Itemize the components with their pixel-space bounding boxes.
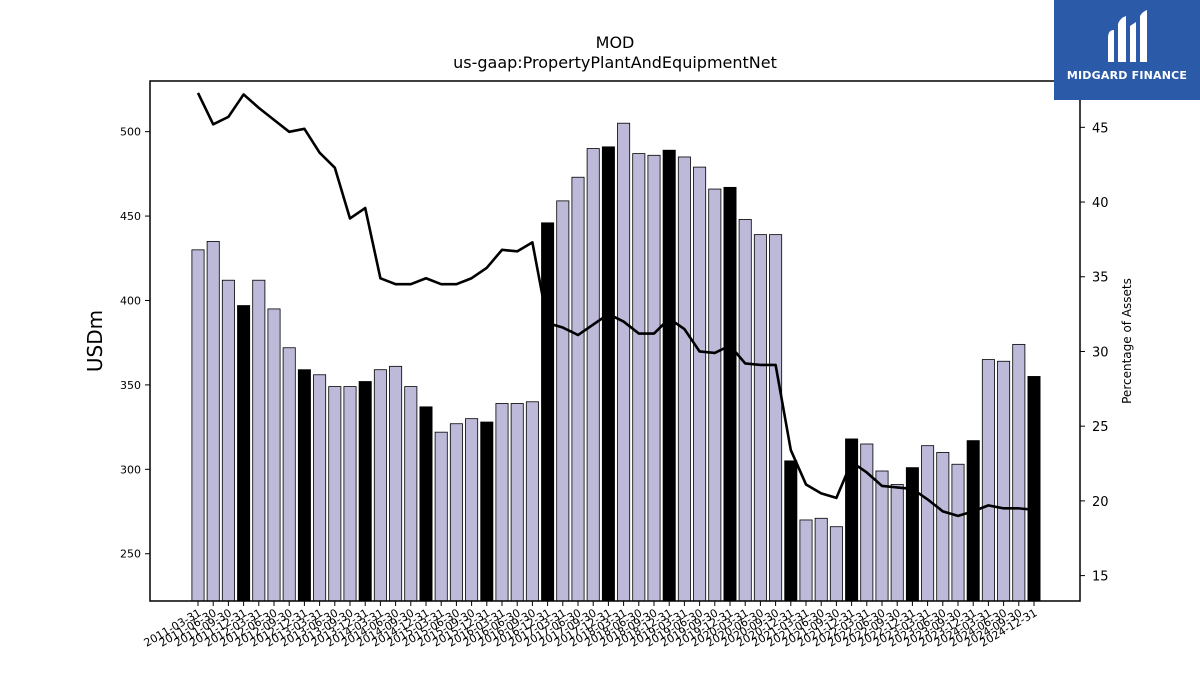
bar <box>769 234 783 602</box>
bar <box>297 369 311 602</box>
bar <box>981 359 995 602</box>
bar <box>601 146 615 602</box>
chart-subtitle: us-gaap:PropertyPlantAndEquipmentNet <box>453 53 777 72</box>
bar <box>328 386 342 602</box>
y2-tick-label: 45 <box>1092 121 1109 136</box>
y2-tick-label: 25 <box>1092 420 1109 435</box>
bar <box>799 519 813 602</box>
bar <box>875 470 889 602</box>
bar <box>541 222 555 602</box>
bar <box>617 122 631 602</box>
brand-logo: MIDGARD FINANCE <box>1054 0 1200 100</box>
bar <box>784 460 798 602</box>
bar <box>449 423 463 602</box>
bar <box>313 374 327 602</box>
bar <box>860 443 874 602</box>
y2-tick-label: 20 <box>1092 495 1109 510</box>
y2-axis-label: Percentage of Assets <box>1120 278 1134 404</box>
y2-tick-label: 15 <box>1092 570 1109 585</box>
bar <box>206 240 220 602</box>
bar <box>237 305 251 602</box>
bar <box>890 484 904 602</box>
bar <box>966 440 980 602</box>
bar <box>191 249 205 602</box>
bar <box>373 369 387 602</box>
bar <box>404 386 418 602</box>
bar <box>829 526 843 602</box>
y-tick-label: 400 <box>120 294 141 307</box>
bar <box>936 452 950 602</box>
bar <box>465 418 479 602</box>
bar <box>632 153 646 602</box>
y-tick-label: 300 <box>120 463 141 476</box>
bar <box>647 154 661 602</box>
bar <box>389 365 403 602</box>
right-axis: 15 20 25 30 35 40 45 <box>1080 121 1109 585</box>
y-axis-label: USDm <box>83 310 107 372</box>
plot-frame <box>149 80 1081 602</box>
bar <box>1027 376 1041 602</box>
bar <box>525 401 539 602</box>
bar <box>708 188 722 602</box>
bars-layer <box>191 122 1041 602</box>
bar <box>753 234 767 602</box>
bar <box>419 406 433 602</box>
x-axis: 2011-03-312011-06-302011-09-302011-12-31… <box>142 601 1040 650</box>
logo-text: MIDGARD FINANCE <box>1066 69 1188 82</box>
bar <box>267 308 281 602</box>
bar <box>1012 343 1026 602</box>
left-axis: 250 300 350 400 450 500 <box>120 126 150 561</box>
bar <box>221 279 235 602</box>
bar <box>556 200 570 602</box>
bar <box>510 403 524 602</box>
bar <box>738 219 752 602</box>
y2-tick-label: 30 <box>1092 345 1109 360</box>
bar <box>571 176 585 602</box>
bar <box>480 421 494 602</box>
line-layer <box>196 92 1035 518</box>
y-tick-label: 500 <box>120 126 141 139</box>
chart-title: MOD <box>596 33 635 52</box>
series-line <box>196 92 1035 518</box>
y-tick-label: 350 <box>120 379 141 392</box>
y2-tick-label: 40 <box>1092 196 1109 211</box>
bar <box>997 360 1011 602</box>
y2-tick-label: 35 <box>1092 271 1109 286</box>
bar <box>723 186 737 602</box>
bar <box>586 148 600 602</box>
bar <box>693 166 707 602</box>
bar <box>495 403 509 602</box>
bar <box>282 347 296 602</box>
logo-mark-icon <box>1108 10 1147 62</box>
y-tick-label: 250 <box>120 548 141 561</box>
bar <box>434 431 448 602</box>
bar <box>951 463 965 602</box>
bar <box>921 445 935 602</box>
bar <box>662 149 676 602</box>
bar <box>814 517 828 602</box>
y-tick-label: 450 <box>120 210 141 223</box>
bar <box>343 386 357 602</box>
bar <box>358 381 372 602</box>
bar <box>252 279 266 602</box>
bar <box>677 156 691 602</box>
